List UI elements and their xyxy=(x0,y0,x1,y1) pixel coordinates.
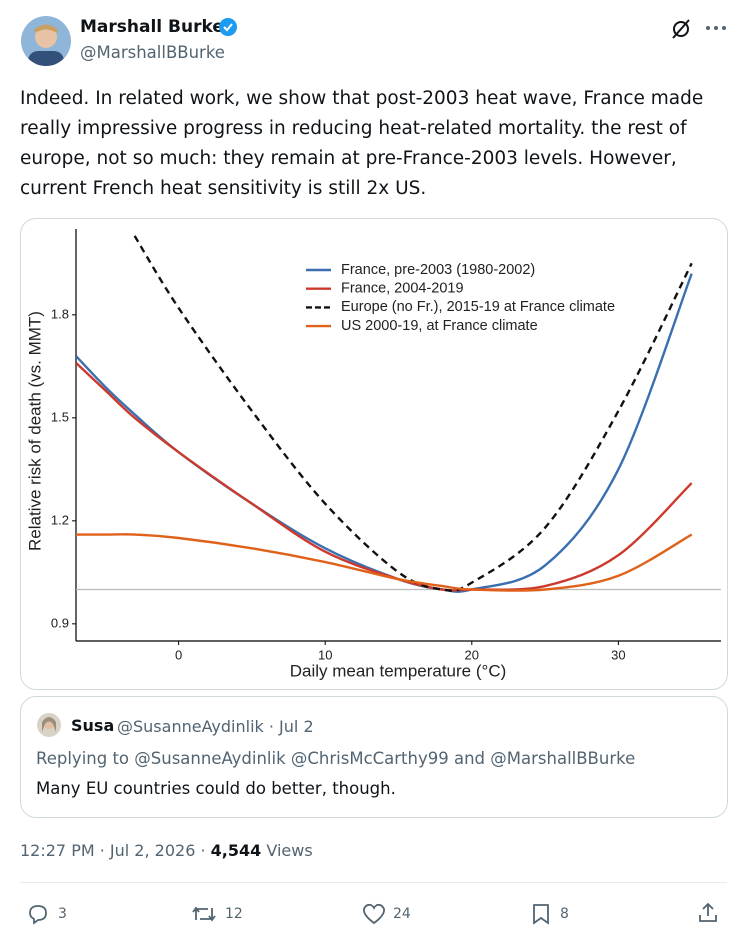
quote-tweet[interactable] xyxy=(20,696,728,818)
y-tick-label: 1.8 xyxy=(51,306,69,321)
quote-meta: @SusanneAydinlik · Jul 2 xyxy=(117,717,314,736)
chart: Daily mean temperature (°C) Relative ris… xyxy=(25,229,721,680)
tweet-text-line: really impressive progress in reducing h… xyxy=(20,118,687,139)
repost-icon[interactable] xyxy=(190,902,218,926)
views-count: 4,544 xyxy=(210,841,262,860)
tweet-image[interactable]: Daily mean temperature (°C) Relative ris… xyxy=(20,218,728,690)
plot-area xyxy=(76,235,721,593)
quote-name[interactable]: Susa xyxy=(71,716,115,735)
reply-count: 3 xyxy=(58,906,67,922)
divider xyxy=(20,882,727,883)
x-tick-label: 10 xyxy=(318,647,332,662)
y-tick-label: 1.2 xyxy=(51,512,69,527)
reply-icon[interactable] xyxy=(26,902,50,926)
like-count: 24 xyxy=(393,906,411,922)
timestamp[interactable]: 12:27 PM · Jul 2, 2026 · xyxy=(20,841,206,860)
x-axis-label: Daily mean temperature (°C) xyxy=(290,661,507,680)
y-tick-label: 1.5 xyxy=(51,409,69,424)
grok-icon[interactable] xyxy=(670,18,692,40)
avatar[interactable] xyxy=(20,15,72,67)
y-tick-label: 0.9 xyxy=(51,615,69,630)
x-tick-label: 20 xyxy=(465,647,479,662)
x-tick-label: 30 xyxy=(611,647,625,662)
more-icon[interactable] xyxy=(704,20,728,36)
author-handle[interactable]: @MarshallBBurke xyxy=(80,43,225,62)
share-icon[interactable] xyxy=(696,900,720,924)
tweet-meta: 12:27 PM · Jul 2, 2026 · 4,544 Views xyxy=(20,841,313,860)
repost-count: 12 xyxy=(225,906,243,922)
tweet-text-line: current French heat sensitivity is still… xyxy=(20,178,427,199)
views-label: Views xyxy=(266,841,313,860)
y-axis-label: Relative risk of death (vs. MMT) xyxy=(25,311,44,551)
legend-label: France, pre-2003 (1980-2002) xyxy=(341,262,535,278)
series-line xyxy=(76,533,693,592)
quote-avatar[interactable] xyxy=(36,712,62,738)
legend-label: US 2000-19, at France climate xyxy=(341,318,538,334)
tweet-text-line: europe, not so much: they remain at pre-… xyxy=(20,148,677,169)
author-name[interactable]: Marshall Burke xyxy=(80,17,224,37)
quote-text: Many EU countries could do better, thoug… xyxy=(36,779,396,798)
series-line xyxy=(76,362,693,592)
quote-replying: Replying to @SusanneAydinlik @ChrisMcCar… xyxy=(36,749,636,768)
like-icon[interactable] xyxy=(361,902,387,926)
bookmark-icon[interactable] xyxy=(530,902,552,926)
legend-label: France, 2004-2019 xyxy=(341,281,464,297)
tweet-text-line: Indeed. In related work, we show that po… xyxy=(20,88,704,109)
legend-label: Europe (no Fr.), 2015-19 at France clima… xyxy=(341,299,615,315)
verified-badge xyxy=(219,18,237,36)
x-tick-label: 0 xyxy=(175,647,182,662)
bookmark-count: 8 xyxy=(560,906,569,922)
